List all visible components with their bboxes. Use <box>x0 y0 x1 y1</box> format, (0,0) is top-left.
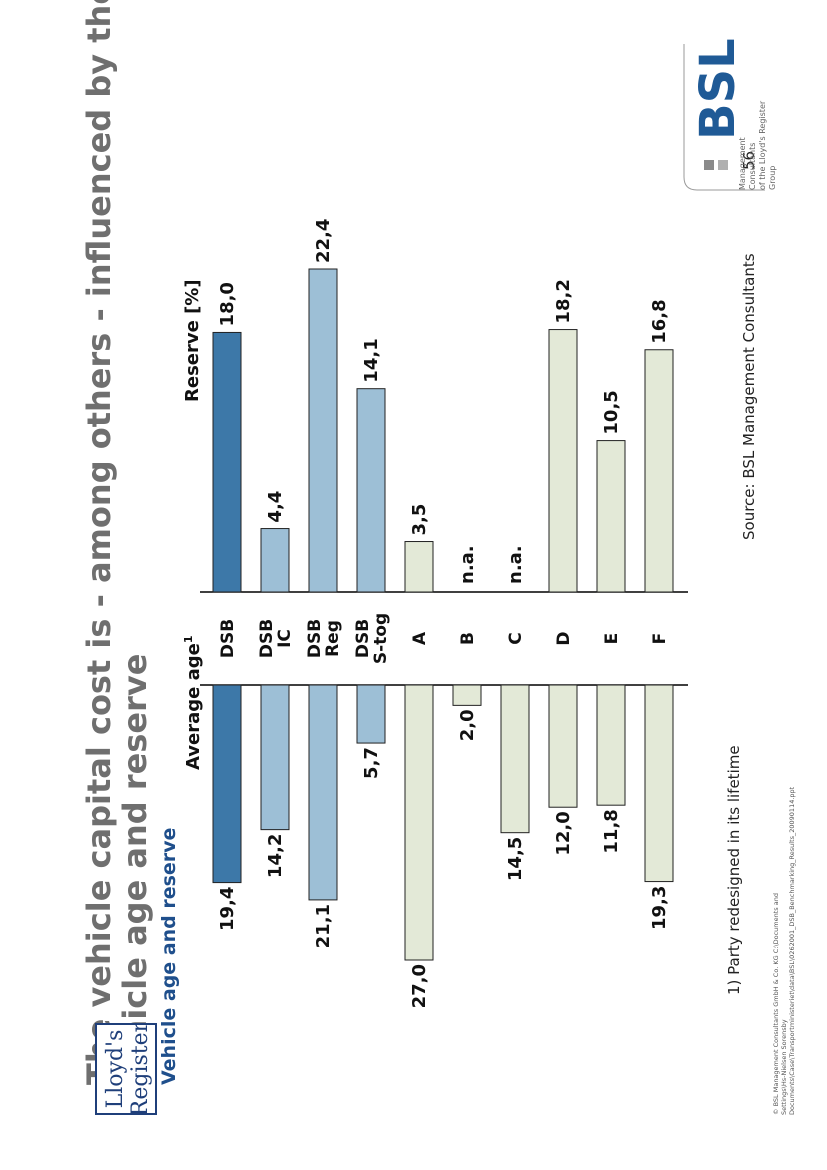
age-bar <box>452 684 482 706</box>
category-label: DSB <box>305 619 325 658</box>
category-label: C <box>506 632 526 644</box>
reserve-bar <box>548 329 578 593</box>
age-value-label: 12,0 <box>553 811 574 855</box>
age-bar <box>404 684 434 961</box>
reserve-bar <box>308 268 338 593</box>
bsl-tagline-line1: Management Consultants <box>738 137 757 190</box>
age-bar <box>260 684 290 831</box>
reserve-value-label: 4,4 <box>265 491 286 523</box>
category-label: S-tog <box>371 613 391 664</box>
lloyds-register-logo: Lloyd's Register <box>95 1023 157 1115</box>
reserve-bar <box>212 331 242 593</box>
bsl-tagline: Management Consultants of the Lloyd's Re… <box>738 90 778 190</box>
age-value-label: 2,0 <box>457 709 478 741</box>
category-label: Reg <box>323 620 343 657</box>
category-label: A <box>410 631 430 645</box>
reserve-value-label: n.a. <box>457 545 478 584</box>
category-label: IC <box>275 629 295 648</box>
age-bar <box>356 684 386 744</box>
category-label: D <box>554 631 574 645</box>
age-value-label: 14,2 <box>265 834 286 878</box>
age-value-label: 11,8 <box>601 809 622 853</box>
age-bar <box>500 684 530 834</box>
reserve-value-label: 10,5 <box>601 390 622 434</box>
reserve-bar <box>404 541 434 593</box>
lloyds-logo-line2: Register <box>128 1023 153 1115</box>
age-value-label: 19,3 <box>649 886 670 930</box>
category-label: B <box>458 632 478 645</box>
reserve-value-label: 3,5 <box>409 504 430 536</box>
reserve-bar <box>260 528 290 593</box>
category-label: F <box>650 633 670 645</box>
reserve-value-label: 18,0 <box>217 282 238 326</box>
age-bar <box>548 684 578 808</box>
reserve-bar <box>644 349 674 593</box>
reserve-value-label: n.a. <box>505 545 526 584</box>
age-bar <box>596 684 626 806</box>
reserve-value-label: 16,8 <box>649 299 670 343</box>
age-bar <box>308 684 338 901</box>
footnote: 1) Party redesigned in its lifetime <box>725 745 743 995</box>
age-bar <box>644 684 674 883</box>
lloyds-logo-line1: Lloyd's <box>103 1030 128 1109</box>
category-label: E <box>602 633 622 645</box>
category-label: DSB <box>353 619 373 658</box>
bsl-tagline-line2: of the Lloyd's Register Group <box>758 100 777 190</box>
bsl-logo-frame <box>683 44 765 191</box>
age-bar <box>212 684 242 884</box>
source-note: Source: BSL Management Consultants <box>740 253 758 540</box>
age-value-label: 5,7 <box>361 747 382 779</box>
category-label: DSB <box>218 619 238 658</box>
category-label: DSB <box>257 619 277 658</box>
reserve-bar <box>596 440 626 593</box>
reserve-value-label: 14,1 <box>361 338 382 382</box>
reserve-value-label: 18,2 <box>553 279 574 323</box>
age-value-label: 14,5 <box>505 837 526 881</box>
age-value-label: 27,0 <box>409 964 430 1008</box>
reserve-bar <box>356 388 386 593</box>
age-value-label: 19,4 <box>217 887 238 931</box>
age-value-label: 21,1 <box>313 904 334 948</box>
copyright-note: © BSL Management Consultants GmbH & Co. … <box>772 786 796 1115</box>
reserve-value-label: 22,4 <box>313 219 334 263</box>
